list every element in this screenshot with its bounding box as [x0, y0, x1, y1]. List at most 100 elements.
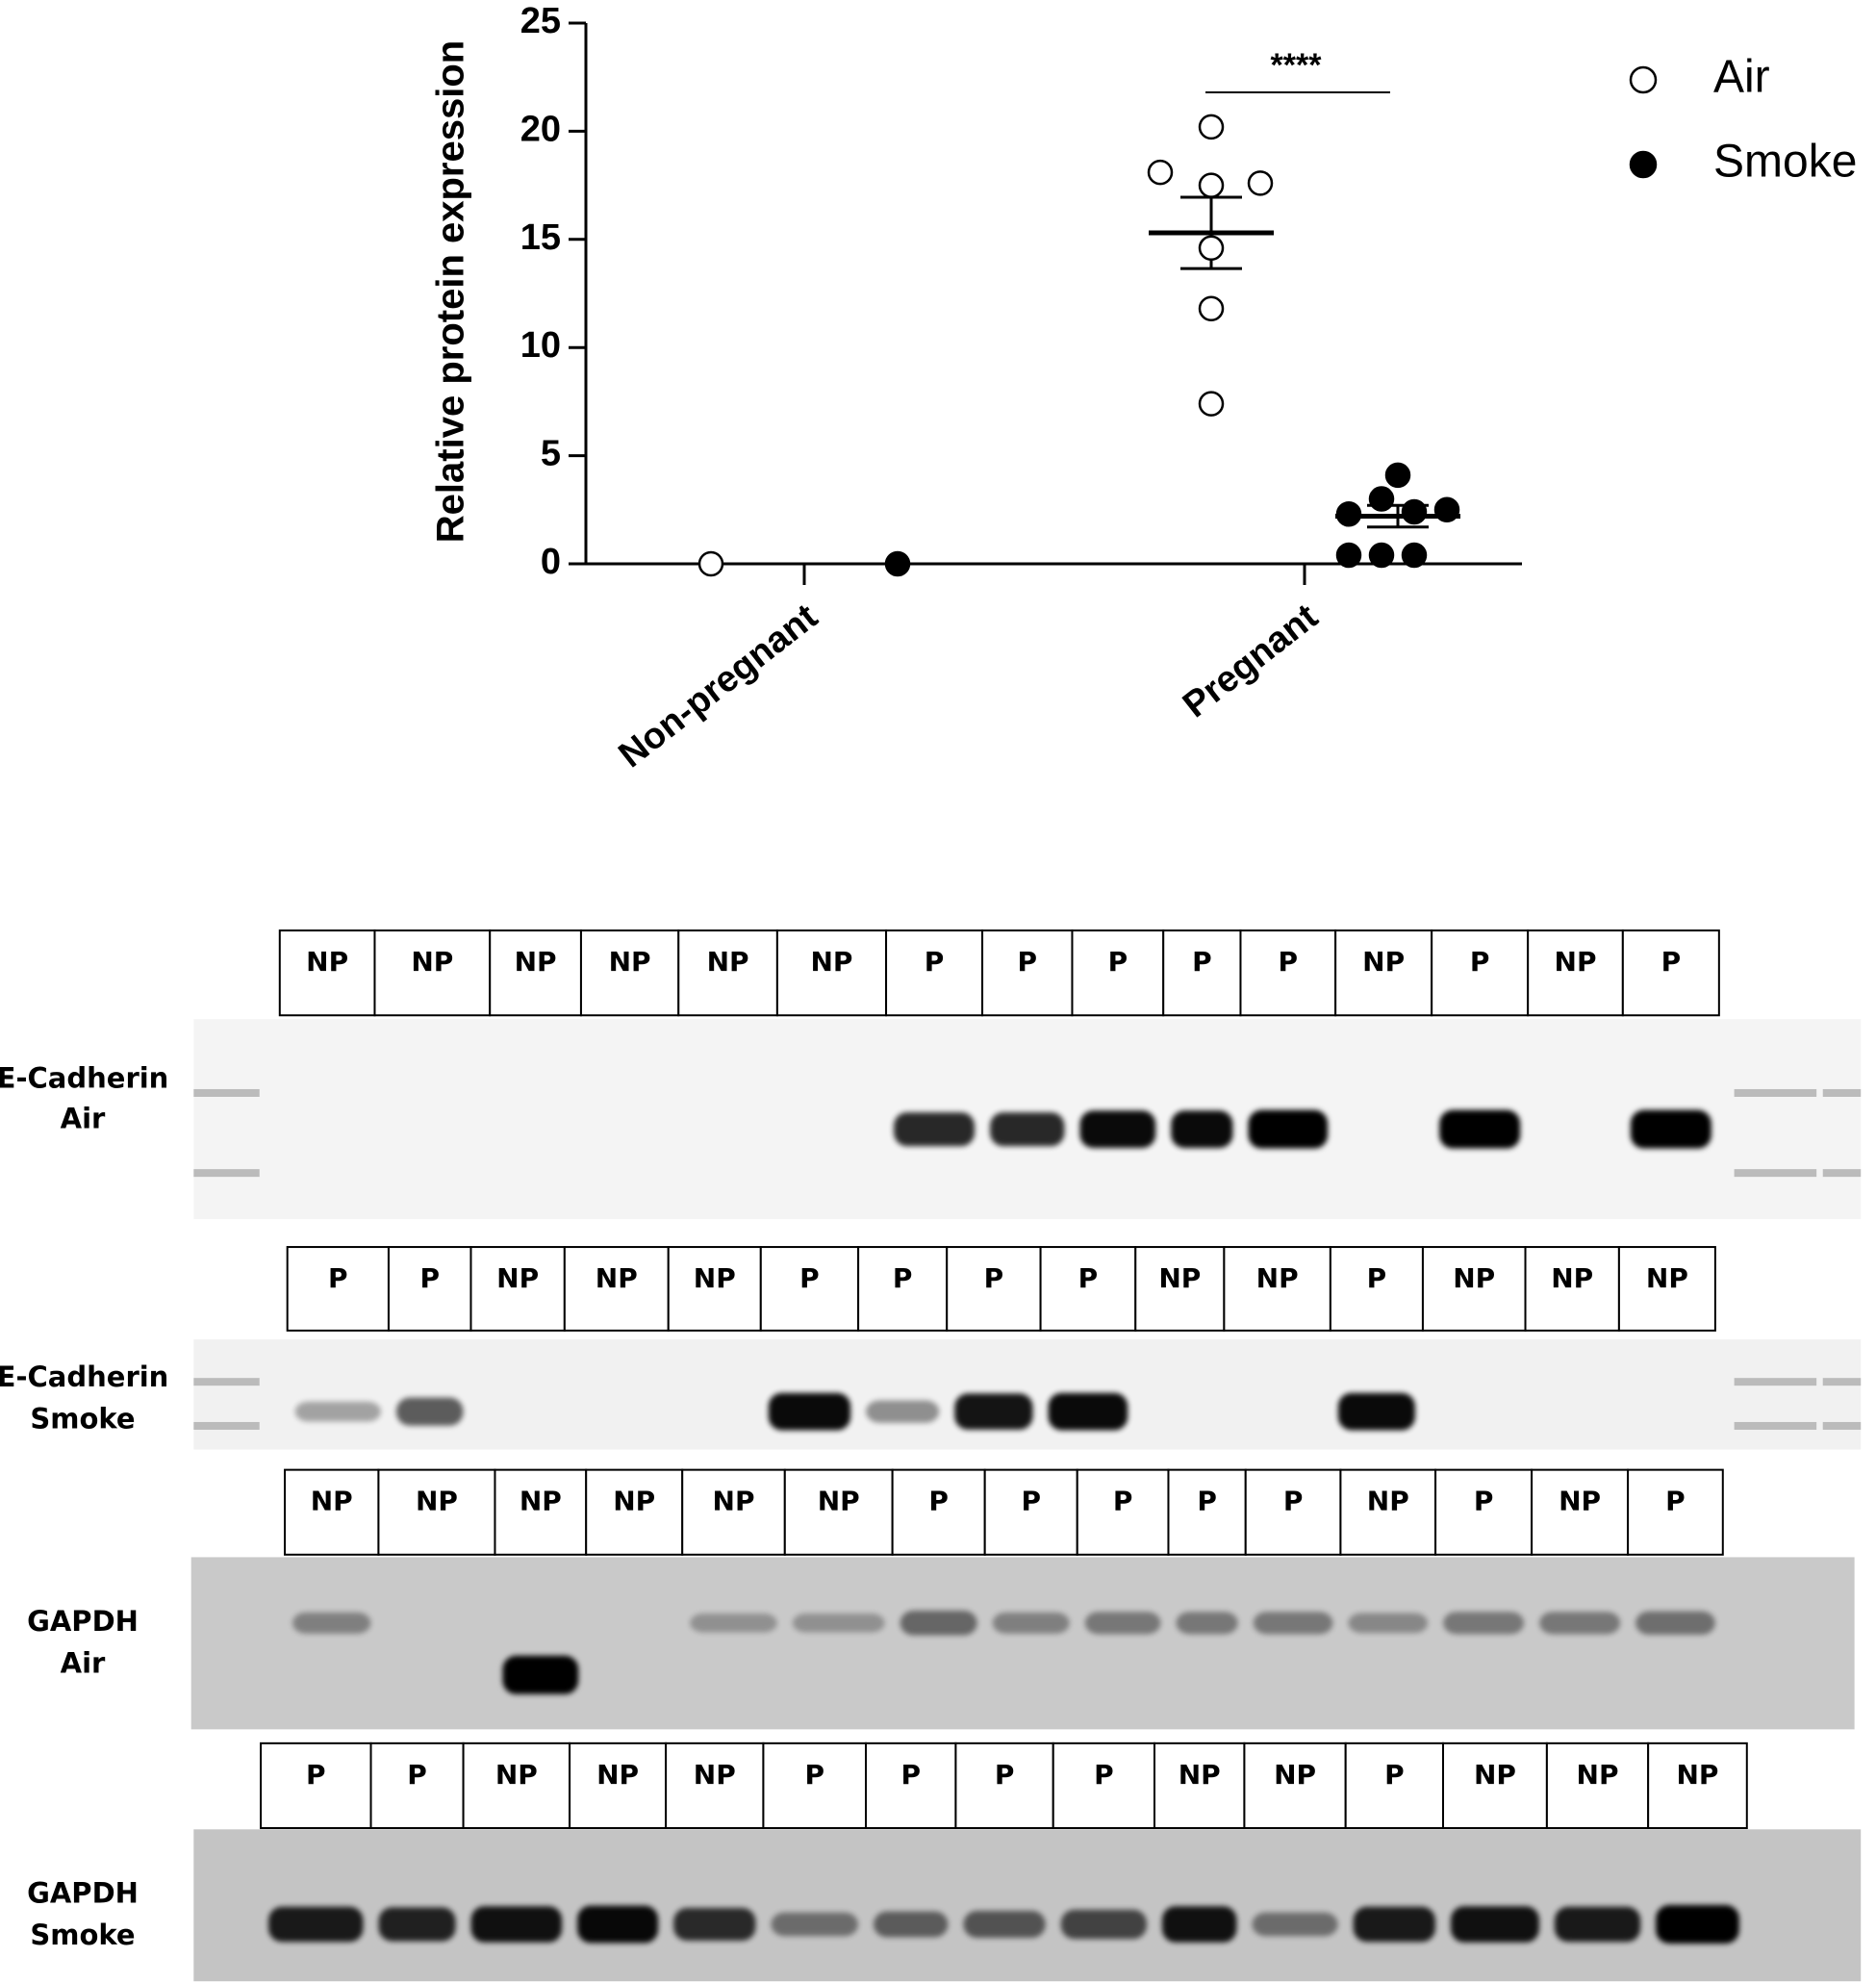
data-point — [1198, 391, 1225, 417]
lane-box — [579, 929, 680, 1017]
lane-label: P — [893, 1262, 913, 1294]
lane-box — [286, 1246, 390, 1332]
band — [1060, 1909, 1147, 1940]
ladder-band — [1734, 1378, 1817, 1386]
x-tick-label: Non-pregnant — [612, 597, 825, 776]
lane-label: P — [900, 1759, 921, 1791]
band — [470, 1906, 563, 1943]
lane-label: NP — [1559, 1486, 1601, 1517]
lane-label: NP — [818, 1486, 860, 1517]
lane-label: P — [1108, 946, 1128, 978]
lane-label: P — [1367, 1262, 1387, 1294]
lane-label: NP — [1256, 1262, 1299, 1294]
lane-label: P — [1094, 1759, 1114, 1791]
band — [1079, 1110, 1156, 1149]
band — [1539, 1612, 1621, 1635]
lane-label: NP — [1179, 1759, 1221, 1791]
ladder-band — [1822, 1378, 1862, 1386]
lane-label: NP — [306, 946, 348, 978]
lane-box — [1524, 1246, 1620, 1332]
lane-box — [1344, 1741, 1444, 1830]
lane-label: NP — [1555, 946, 1597, 978]
lane-box — [1647, 1741, 1748, 1830]
band — [1171, 1110, 1233, 1149]
band — [992, 1612, 1070, 1634]
lane-box — [278, 929, 376, 1017]
blot-label: Air — [61, 1646, 106, 1679]
lane-box — [469, 1246, 566, 1332]
band — [268, 1906, 364, 1943]
lane-box — [373, 929, 492, 1017]
band — [1353, 1906, 1435, 1943]
lane-box — [677, 929, 778, 1017]
lane-label: NP — [1367, 1486, 1409, 1517]
band — [1439, 1109, 1521, 1149]
lane-box — [762, 1741, 868, 1830]
lane-box — [1052, 1741, 1155, 1830]
band — [292, 1612, 371, 1634]
lane-label: P — [419, 1262, 440, 1294]
lane-label: NP — [613, 1486, 655, 1517]
lane-label: P — [1279, 946, 1299, 978]
lane-box — [981, 929, 1074, 1017]
band — [690, 1614, 777, 1633]
lane-box — [462, 1741, 571, 1830]
blot-label: Smoke — [30, 1919, 135, 1951]
legend-label: Air — [1713, 52, 1770, 103]
lane-label: P — [1474, 1486, 1494, 1517]
lane-label: NP — [1577, 1759, 1619, 1791]
band — [577, 1905, 659, 1944]
lane-label: NP — [515, 946, 557, 978]
legend-marker — [1629, 65, 1658, 94]
ladder-band — [1734, 1421, 1817, 1430]
lane-box — [667, 1246, 762, 1332]
lane-box — [585, 1468, 684, 1556]
lane-label: NP — [596, 1262, 638, 1294]
lane-box — [377, 1468, 496, 1556]
lane-box — [1329, 1246, 1424, 1332]
lane-label: NP — [495, 1759, 538, 1791]
band — [1630, 1109, 1711, 1149]
lane-label: P — [306, 1759, 326, 1791]
lane-label: NP — [694, 1262, 736, 1294]
lane-label: P — [928, 1486, 949, 1517]
lane-box — [260, 1741, 372, 1830]
band — [673, 1908, 756, 1941]
band — [1635, 1611, 1715, 1636]
data-point — [1384, 462, 1411, 489]
band — [378, 1907, 456, 1942]
y-tick-label: 20 — [520, 109, 561, 149]
lane-label: P — [1665, 1486, 1686, 1517]
data-point — [1335, 542, 1362, 569]
band — [792, 1614, 885, 1633]
blot-label: Air — [61, 1102, 106, 1134]
lane-box — [865, 1741, 957, 1830]
lane-box — [1071, 929, 1165, 1017]
lane-box — [983, 1468, 1078, 1556]
ladder-band — [193, 1378, 260, 1386]
blot-image — [193, 1829, 1862, 1982]
lane-box — [569, 1741, 668, 1830]
lane-label: NP — [707, 946, 749, 978]
data-point — [1147, 159, 1174, 186]
lane-label: NP — [416, 1486, 458, 1517]
significance-label: **** — [1271, 47, 1323, 84]
lane-label: NP — [311, 1486, 353, 1517]
lane-label: P — [1113, 1486, 1133, 1517]
lane-label: P — [328, 1262, 348, 1294]
lane-label: NP — [496, 1262, 539, 1294]
legend-label: Smoke — [1713, 137, 1857, 188]
lane-box — [783, 1468, 894, 1556]
band — [1048, 1392, 1128, 1431]
lane-label: NP — [1274, 1759, 1316, 1791]
lane-box — [681, 1468, 786, 1556]
lane-label: P — [1192, 946, 1212, 978]
blot-label: E-Cadherin — [0, 1360, 168, 1393]
blot-image — [193, 1339, 1862, 1450]
lane-box — [1527, 929, 1624, 1017]
band — [894, 1112, 976, 1147]
lane-box — [1442, 1741, 1548, 1830]
blot-label: GAPDH — [27, 1605, 139, 1638]
data-point — [884, 550, 911, 577]
